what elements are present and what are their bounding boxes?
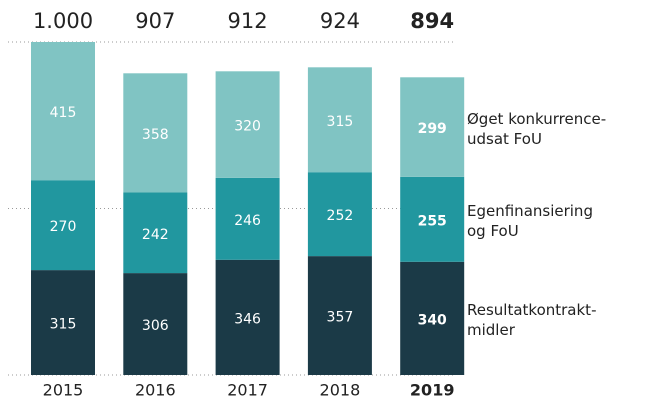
legend-entry: Egenfinansiering og FoU [467, 202, 593, 241]
value-label: 315 [327, 114, 354, 130]
x-tick-label: 2016 [135, 381, 176, 400]
value-label: 415 [50, 105, 77, 121]
bar-segment [31, 180, 95, 271]
x-tick-label: 2015 [43, 381, 84, 400]
x-tick-label: 2019 [410, 381, 455, 400]
bar-segment [215, 259, 280, 375]
bar-segment [307, 172, 372, 257]
total-label: 924 [320, 9, 360, 33]
total-label: 912 [228, 9, 268, 33]
total-label: 894 [410, 9, 454, 33]
bar-segment [400, 176, 465, 262]
value-label: 299 [418, 121, 447, 137]
legend-entry: Resultatkontrakt- midler [467, 301, 597, 340]
bar-segment [31, 270, 95, 375]
value-label: 346 [234, 311, 261, 327]
bar-segment [123, 192, 188, 274]
bar-segment [123, 73, 188, 193]
total-label: 1.000 [33, 9, 93, 33]
bar-segment [400, 77, 465, 177]
bar-segment [215, 71, 280, 178]
bar-segment [307, 256, 372, 375]
bar-segment [307, 67, 372, 173]
bar-segment [123, 273, 188, 375]
x-tick-label: 2017 [227, 381, 268, 400]
value-label: 255 [418, 213, 447, 229]
bar-segment [31, 42, 95, 181]
value-label: 306 [142, 318, 169, 334]
value-label: 357 [327, 310, 354, 326]
bar-segment [215, 177, 280, 260]
legend-entry: Øget konkurrence- udsat FoU [467, 110, 607, 149]
x-tick-label: 2018 [320, 381, 361, 400]
value-label: 252 [327, 208, 354, 224]
value-label: 270 [50, 219, 77, 235]
value-label: 320 [234, 119, 261, 135]
value-label: 242 [142, 227, 169, 243]
value-label: 358 [142, 127, 169, 143]
bar-segment [400, 261, 465, 375]
total-label: 907 [135, 9, 175, 33]
value-label: 315 [50, 317, 77, 333]
value-label: 246 [234, 213, 261, 229]
value-label: 340 [418, 312, 447, 328]
